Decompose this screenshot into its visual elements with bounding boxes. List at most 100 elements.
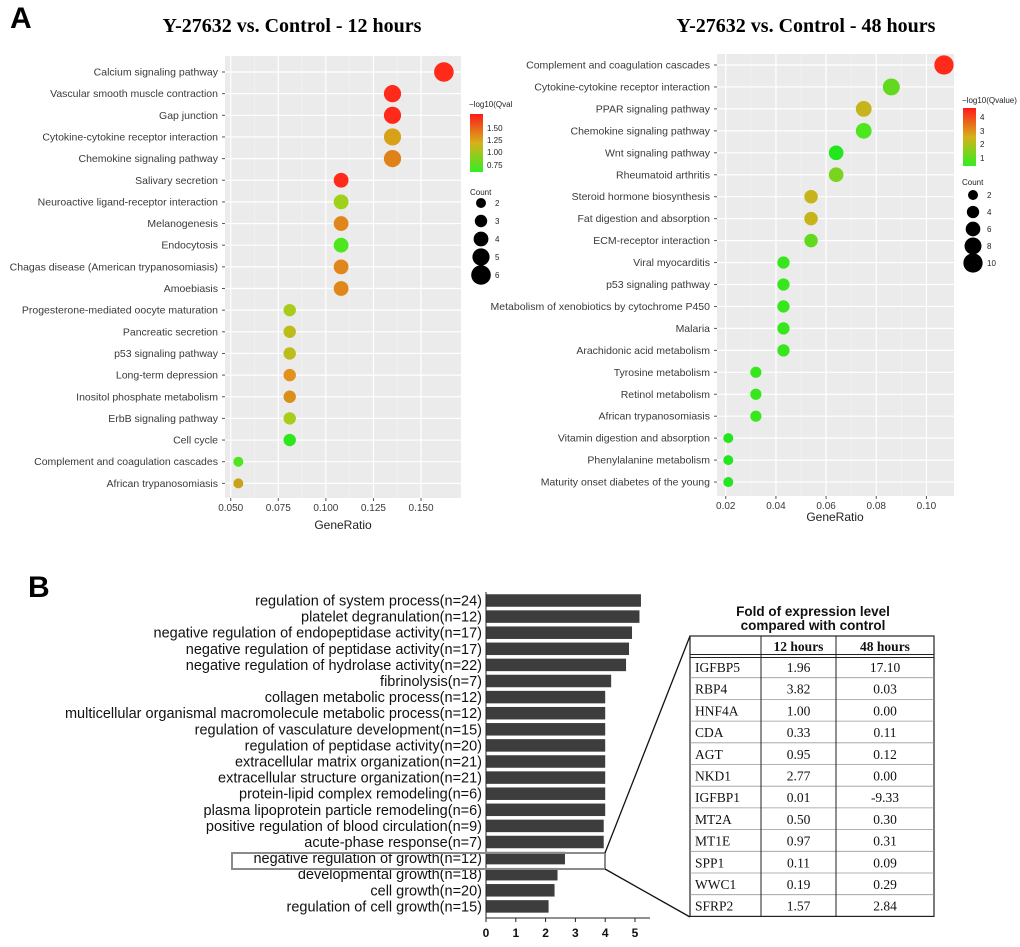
dotplot-48-x-axis-label: GeneRatio xyxy=(806,510,864,524)
data-point xyxy=(855,122,872,139)
fold-value-cell: 17.10 xyxy=(870,660,901,675)
data-point xyxy=(855,101,872,117)
data-point xyxy=(383,85,402,103)
x-tick-label: 0.150 xyxy=(409,503,434,514)
fold-value-cell: 3.82 xyxy=(787,682,811,697)
fold-value-cell: 0.97 xyxy=(787,834,811,849)
fold-value-cell: -9.33 xyxy=(871,790,899,805)
data-point xyxy=(750,366,762,378)
gene-name-cell: IGFBP1 xyxy=(695,790,740,805)
bar-label: regulation of system process(n=24) xyxy=(255,594,482,610)
callout-line-bottom xyxy=(604,868,691,918)
size-legend-dot xyxy=(964,237,982,255)
x-tick-label: 0.02 xyxy=(716,501,736,512)
term-label: Long-term depression xyxy=(116,370,218,382)
fold-value-cell: 0.19 xyxy=(787,877,811,892)
term-label: Phenylalanine metabolism xyxy=(587,455,710,467)
dotplot-12-title: Y-27632 vs. Control - 12 hours xyxy=(163,15,422,37)
gene-name-cell: MT2A xyxy=(695,812,732,827)
x-tick-label: 0.04 xyxy=(766,501,786,512)
size-legend-label: 6 xyxy=(495,271,500,280)
term-label: Vitamin digestion and absorption xyxy=(558,433,710,445)
bar-x-tick-label: 2 xyxy=(542,926,549,940)
fold-value-cell: 0.29 xyxy=(873,877,897,892)
fold-value-cell: 0.33 xyxy=(787,725,811,740)
dotplot-12-color-legend: −log10(Qval 1.50 1.25 1.00 0.75 xyxy=(469,100,513,172)
x-tick-label: 0.050 xyxy=(218,503,243,514)
gene-name-cell: SPP1 xyxy=(695,855,724,870)
data-point xyxy=(828,167,844,183)
bar xyxy=(486,755,606,768)
bar xyxy=(486,690,606,704)
data-point xyxy=(283,303,296,317)
dotplot-48-hours: Y-27632 vs. Control - 48 hours Complemen… xyxy=(491,15,1018,524)
dotplot-12-x-ticks: 0.050 0.075 0.100 0.125 0.150 xyxy=(218,498,434,514)
table-border xyxy=(689,635,935,917)
bar-x-tick-label: 0 xyxy=(483,926,490,940)
term-label: Malaria xyxy=(676,323,711,335)
term-label: p53 signaling pathway xyxy=(606,279,711,291)
color-legend-ticks: 1.50 1.25 1.00 0.75 xyxy=(487,124,503,170)
term-label: Steroid hormone biosynthesis xyxy=(572,191,710,203)
size-legend-label: 6 xyxy=(987,225,992,234)
color-legend-bar xyxy=(470,114,483,172)
term-label: African trypanosomiasis xyxy=(599,411,710,423)
data-point xyxy=(333,259,349,275)
fold-value-cell: 0.09 xyxy=(873,855,897,870)
bar xyxy=(486,610,640,623)
bar-x-tick-label: 4 xyxy=(602,926,609,940)
term-label: Amoebiasis xyxy=(164,283,218,295)
bar-label: cell growth(n=20) xyxy=(370,883,482,899)
bar-label: acute-phase response(n=7) xyxy=(304,835,482,851)
data-point xyxy=(777,278,790,291)
go-bars xyxy=(486,594,641,913)
data-point xyxy=(333,194,349,210)
size-legend-label: 5 xyxy=(495,253,500,262)
bar xyxy=(486,674,612,688)
fold-value-cell: 0.11 xyxy=(787,855,810,870)
data-point xyxy=(723,455,734,466)
term-label: Viral myocarditis xyxy=(633,257,710,269)
table-grid xyxy=(689,635,935,917)
data-point xyxy=(882,78,900,96)
bar-label: extracellular matrix organization(n=21) xyxy=(235,755,482,771)
size-legend-label: 10 xyxy=(987,259,996,268)
fold-value-cell: 1.00 xyxy=(787,703,811,718)
dotplot-48-gridlines xyxy=(717,54,954,496)
color-legend-title: −log10(Qvalue) xyxy=(962,96,1017,105)
bar-label: fibrinolysis(n=7) xyxy=(380,674,482,690)
gene-name-cell: MT1E xyxy=(695,834,730,849)
bar xyxy=(486,658,627,672)
data-point xyxy=(804,233,818,248)
size-legend-label: 2 xyxy=(987,191,992,200)
data-point xyxy=(283,390,296,403)
x-tick-label: 0.06 xyxy=(816,501,836,512)
bar-label: collagen metabolic process(n=12) xyxy=(265,690,482,706)
data-point xyxy=(283,325,296,338)
gene-name-cell: RBP4 xyxy=(695,682,728,697)
table-header-cell: 12 hours xyxy=(774,639,824,654)
term-label: Chagas disease (American trypanosomiasis… xyxy=(10,261,218,273)
color-legend-tick: 1.50 xyxy=(487,124,503,133)
go-term-labels: regulation of system process(n=24)platel… xyxy=(65,594,482,916)
highlight-callout xyxy=(231,635,691,918)
data-point xyxy=(333,281,349,296)
bar-x-tick-label: 3 xyxy=(572,926,579,940)
dotplot-12-plot-area xyxy=(225,56,461,498)
term-label: ErbB signaling pathway xyxy=(108,413,218,425)
data-point xyxy=(383,106,402,124)
x-tick-label: 0.08 xyxy=(867,501,887,512)
term-label: Rheumatoid arthritis xyxy=(616,169,710,181)
term-label: Tyrosine metabolism xyxy=(614,367,711,379)
bar xyxy=(486,803,606,817)
dotplot-12-x-axis-label: GeneRatio xyxy=(314,518,372,532)
bar xyxy=(486,594,641,607)
size-legend-label: 8 xyxy=(987,242,992,251)
gene-name-cell: CDA xyxy=(695,725,724,740)
size-legend-title: Count xyxy=(962,178,984,187)
term-label: African trypanosomiasis xyxy=(107,478,218,490)
term-label: Maturity onset diabetes of the young xyxy=(541,477,710,489)
size-legend-items: 2 3 4 5 6 xyxy=(471,198,500,285)
dotplot-48-color-legend: −log10(Qvalue) 4 3 2 1 xyxy=(962,96,1017,166)
table-cells: 12 hours 48 hours IGFBP5 1.96 17.10 RBP4 3.82 0… xyxy=(695,639,910,914)
